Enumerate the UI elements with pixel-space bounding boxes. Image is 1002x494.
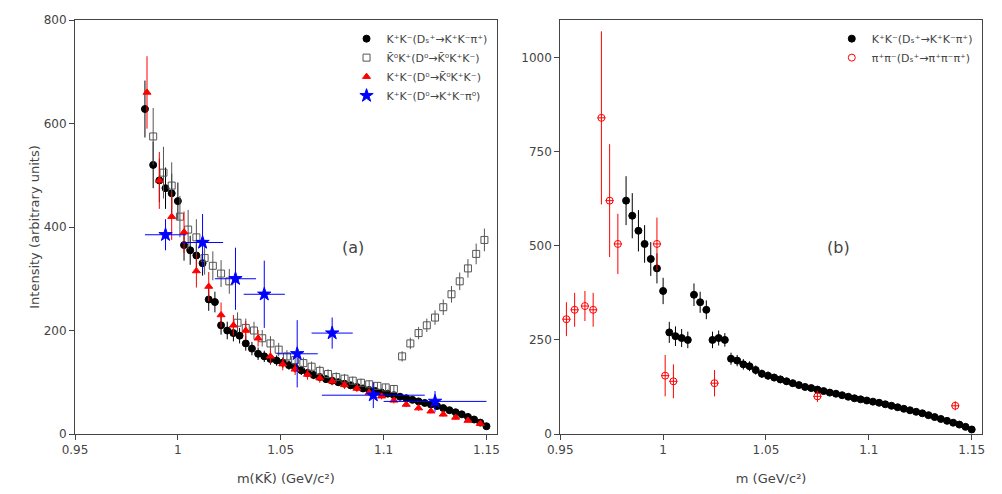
svg-text:K⁺K⁻(D⁰→K̄⁰K⁺K⁻): K⁺K⁻(D⁰→K̄⁰K⁺K⁻) — [387, 71, 481, 84]
svg-text:500: 500 — [529, 239, 552, 253]
svg-text:m (GeV/c²): m (GeV/c²) — [736, 471, 807, 486]
svg-text:1.1: 1.1 — [859, 443, 878, 457]
svg-text:0: 0 — [59, 427, 67, 441]
svg-text:1: 1 — [659, 443, 667, 457]
svg-text:(b): (b) — [827, 238, 850, 257]
svg-text:800: 800 — [44, 13, 67, 27]
svg-text:1.15: 1.15 — [473, 443, 500, 457]
svg-text:1.05: 1.05 — [753, 443, 780, 457]
svg-text:600: 600 — [44, 117, 67, 131]
svg-text:K⁺K⁻(Dₛ⁺→K⁺K⁻π⁺): K⁺K⁻(Dₛ⁺→K⁺K⁻π⁺) — [872, 33, 973, 46]
svg-text:(a): (a) — [342, 238, 364, 257]
svg-text:0.95: 0.95 — [547, 443, 574, 457]
svg-text:0.95: 0.95 — [62, 443, 89, 457]
svg-text:K⁺K⁻(D⁰→K⁺K⁻π⁰): K⁺K⁻(D⁰→K⁺K⁻π⁰) — [387, 90, 481, 103]
svg-text:750: 750 — [529, 145, 552, 159]
svg-text:m(KK̄) (GeV/c²): m(KK̄) (GeV/c²) — [237, 471, 335, 486]
svg-text:1.1: 1.1 — [374, 443, 393, 457]
svg-text:1000: 1000 — [521, 51, 552, 65]
svg-text:1.05: 1.05 — [267, 443, 294, 457]
svg-text:Intensity (arbitrary units): Intensity (arbitrary units) — [27, 145, 42, 309]
svg-text:1: 1 — [174, 443, 182, 457]
svg-text:K̄⁰K⁺(D⁰→K̄⁰K⁺K⁻): K̄⁰K⁺(D⁰→K̄⁰K⁺K⁻) — [387, 52, 480, 65]
svg-text:250: 250 — [529, 333, 552, 347]
svg-text:200: 200 — [44, 324, 67, 338]
svg-text:K⁺K⁻(Dₛ⁺→K⁺K⁻π⁺): K⁺K⁻(Dₛ⁺→K⁺K⁻π⁺) — [387, 33, 488, 46]
svg-text:400: 400 — [44, 220, 67, 234]
svg-text:0: 0 — [544, 427, 552, 441]
svg-text:π⁺π⁻(Dₛ⁺→π⁺π⁻π⁺): π⁺π⁻(Dₛ⁺→π⁺π⁻π⁺) — [872, 52, 970, 65]
svg-text:1.15: 1.15 — [958, 443, 985, 457]
